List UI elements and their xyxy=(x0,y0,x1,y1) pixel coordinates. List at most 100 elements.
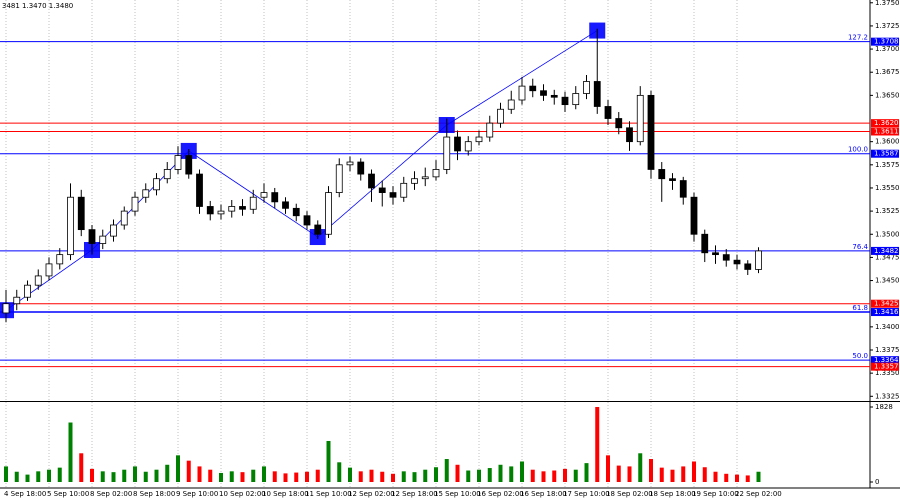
volume-bar xyxy=(165,464,170,482)
volume-bar xyxy=(713,471,718,482)
candle-body xyxy=(636,94,644,143)
y-tick-label: 1.3750 xyxy=(875,0,900,7)
fib-label: 100.0 xyxy=(848,146,868,154)
volume-bar xyxy=(186,460,191,482)
candle-body xyxy=(454,136,461,152)
y-tick-label: 1.3575 xyxy=(875,161,900,169)
candle-body xyxy=(550,94,558,98)
level-tag xyxy=(871,362,899,371)
candle-body xyxy=(174,155,182,170)
candle-body xyxy=(142,189,150,198)
volume-bar xyxy=(326,440,331,482)
level-tag-label: 1.3708 xyxy=(874,38,899,46)
candle-body xyxy=(110,224,117,237)
candle-body xyxy=(99,235,107,244)
candle-body xyxy=(206,206,214,215)
x-tick-label: 11 Sep 10:00 xyxy=(305,490,352,498)
y-tick-label: 1.3500 xyxy=(875,230,900,238)
x-tick-label: 8 Sep 18:00 xyxy=(133,490,175,498)
candle-body xyxy=(421,176,429,180)
candle-body xyxy=(67,196,74,256)
y-tick-label: 1.3725 xyxy=(875,22,900,30)
volume-bar xyxy=(659,467,664,482)
volume-bar xyxy=(4,466,8,482)
candle-body xyxy=(604,106,612,119)
candle-body xyxy=(432,169,440,178)
volume-bar xyxy=(670,469,675,482)
x-tick-label: 16 Sep 18:00 xyxy=(520,490,567,498)
volume-bar xyxy=(649,459,653,482)
y-tick-label: 1.3450 xyxy=(875,277,900,285)
volume-bar xyxy=(745,475,750,482)
volume-bar xyxy=(36,471,41,482)
volume-bar xyxy=(541,471,546,482)
candle-body xyxy=(647,94,655,170)
candle-body xyxy=(56,254,64,265)
level-tag-label: 1.3482 xyxy=(874,247,899,255)
volume-bar xyxy=(305,471,309,482)
y-tick-label: 1.3550 xyxy=(875,184,900,192)
candle-body xyxy=(217,210,225,215)
volume-bar xyxy=(509,466,514,482)
candle-body xyxy=(701,233,709,254)
candle-body xyxy=(196,173,203,207)
volume-bar xyxy=(616,465,621,482)
level-tag xyxy=(871,356,899,365)
level-tag-label: 1.3364 xyxy=(874,356,899,364)
volume-bar xyxy=(100,471,105,482)
candle-body xyxy=(335,164,343,193)
fib-label: 61.8 xyxy=(852,304,868,312)
candle-body xyxy=(185,155,193,175)
candle-body xyxy=(475,136,483,143)
candle-body xyxy=(690,196,698,235)
y-tick-label: 1.3600 xyxy=(875,138,900,146)
volume-bar xyxy=(595,407,600,482)
volume-bar xyxy=(498,464,503,482)
v-tick-label: 0 xyxy=(875,478,879,486)
candle-body xyxy=(486,122,494,138)
x-tick-label: 10 Sep 02:00 xyxy=(219,490,266,498)
volume-bar xyxy=(681,466,686,482)
volume-bar xyxy=(219,472,223,482)
y-tick-label: 1.3475 xyxy=(875,253,900,261)
volume-bar xyxy=(530,469,535,482)
fib-label: 76.4 xyxy=(852,243,868,251)
volume-bar xyxy=(154,469,159,482)
y-tick-label: 1.3325 xyxy=(875,392,900,400)
y-tick-label: 1.3675 xyxy=(875,68,900,76)
volume-bar xyxy=(337,462,342,482)
volume-bar xyxy=(294,472,299,482)
volume-bar xyxy=(90,468,94,482)
volume-bar xyxy=(122,469,127,482)
volume-bar xyxy=(272,471,277,482)
volume-bar xyxy=(14,471,19,482)
candle-body xyxy=(529,85,537,92)
volume-bar xyxy=(25,474,30,482)
candle-body xyxy=(2,303,10,314)
candle-body xyxy=(411,178,418,184)
volume-bar xyxy=(487,468,492,482)
volume-bar xyxy=(369,469,374,482)
y-tick-label: 1.3525 xyxy=(875,207,900,215)
volume-bar xyxy=(756,471,761,482)
volume-bar xyxy=(638,453,643,482)
volume-bar xyxy=(391,473,395,482)
fib-label: 127.2 xyxy=(848,34,868,42)
candle-body xyxy=(755,250,762,270)
candle-body xyxy=(163,169,171,180)
candle-body xyxy=(744,263,752,270)
candle-body xyxy=(153,178,160,191)
volume-bar xyxy=(47,469,51,482)
volume-bar xyxy=(423,469,428,482)
volume-bar xyxy=(208,469,213,482)
x-tick-label: 4 Sep 18:00 xyxy=(4,490,46,498)
candle-body xyxy=(271,192,279,203)
candle-body xyxy=(658,169,666,180)
volume-bar xyxy=(315,469,320,482)
candle-body xyxy=(626,127,633,143)
volume-bar xyxy=(111,472,116,482)
candle-body xyxy=(722,254,730,261)
x-tick-label: 15 Sep 10:00 xyxy=(434,490,481,498)
candle-body xyxy=(540,90,547,96)
candle-body xyxy=(368,173,375,189)
